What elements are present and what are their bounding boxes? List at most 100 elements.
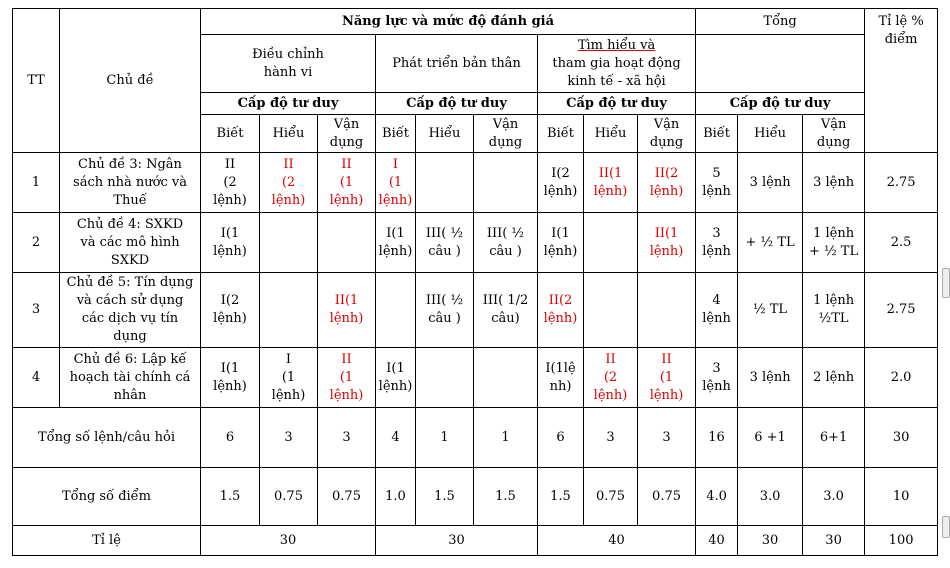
- cell-c4-line: I: [392, 156, 399, 172]
- cell-t2: 3 lệnh: [737, 347, 804, 408]
- level-hieu: Hiểu: [583, 114, 638, 153]
- row-tt: 2: [12, 212, 60, 273]
- cell-c6: [473, 152, 538, 213]
- cell-c6: III( ½ câu ): [473, 212, 538, 273]
- level-van-dung-line: Vận: [333, 116, 360, 132]
- cell-t2: 3 lệnh: [737, 152, 804, 213]
- cell-c2-line: I: [285, 351, 292, 367]
- row-topic-line: SXKD: [110, 252, 150, 268]
- header-tim-hieu-line1: Tìm hiểu và: [577, 37, 656, 53]
- cell-t2-line: ½ TL: [753, 302, 788, 317]
- cell-c1-line: lệnh): [213, 378, 247, 394]
- cell-c4-line: I(1: [386, 225, 405, 241]
- cell-c7-line: I(2: [551, 165, 570, 181]
- cell-c7: I(1 lệnh): [537, 212, 584, 273]
- summary-value: 100: [864, 525, 939, 556]
- summary-value: 0.75: [583, 467, 638, 526]
- scroll-thumb-bottom[interactable]: [942, 516, 950, 538]
- cell-c3-line: II: [341, 351, 352, 367]
- cell-t3: 1 lệnh ½TL: [802, 272, 866, 348]
- header-dieu-chinh-line2: hành vi: [263, 64, 313, 80]
- summary-value: 6: [200, 407, 260, 468]
- cell-t1-line: 3: [712, 360, 721, 376]
- cell-c1-line: (2: [223, 174, 237, 190]
- header-dieu-chinh: Điều chỉnh hành vi: [200, 34, 376, 93]
- summary-value: 10: [864, 467, 939, 526]
- summary-row-tong_so_lenh: Tổng số lệnh/câu hỏi 6 3 3 4 1 1 6 3 3 16 6 +1 6+1 30: [12, 407, 939, 468]
- row-tt: 1: [12, 152, 60, 213]
- row-topic: Chủ đề 3: Ngân sách nhà nước và Thuế: [59, 152, 201, 213]
- summary-value: 6: [537, 407, 584, 468]
- cell-c3-line: II(1: [334, 293, 359, 308]
- level-van-dung-line: Vận: [653, 116, 680, 132]
- cell-c7-line: I(1lệ: [545, 360, 576, 376]
- level-van-dung: Vận dụng: [802, 114, 866, 153]
- cell-c2-line: lệnh): [271, 192, 306, 208]
- cell-t3-line: 1 lệnh: [813, 293, 855, 308]
- cell-c5: [415, 152, 474, 213]
- cell-c3-line: lệnh): [329, 311, 364, 326]
- summary-row-tong_so_diem: Tổng số điểm 1.5 0.75 0.75 1.0 1.5 1.5 1.5 0.75 0…: [12, 467, 939, 526]
- cell-c9-line: II(1: [654, 225, 679, 241]
- row-pct: 2.75: [864, 152, 939, 213]
- row-topic-line: các dịch vụ tín: [81, 311, 179, 326]
- level-van-dung-line: Vận: [820, 116, 847, 132]
- cell-t1: 3 lệnh: [695, 347, 739, 408]
- summary-value: 30: [200, 525, 376, 556]
- cell-c8-line: II: [605, 351, 616, 367]
- cell-c9-line: lệnh): [649, 387, 684, 403]
- summary-value: 0.75: [317, 467, 376, 526]
- summary-value: 1.5: [537, 467, 584, 526]
- cell-c4-line: lệnh): [378, 192, 413, 208]
- cell-c9-line: (1: [659, 369, 674, 385]
- level-biet: Biết: [375, 114, 416, 153]
- cell-c2-line: (2: [281, 174, 296, 190]
- cell-c8: [583, 212, 638, 273]
- row-topic-line: Chủ đề 5: Tín dụng: [66, 275, 194, 290]
- cell-c2-line: (1: [281, 369, 296, 385]
- row-topic-line: và cách sử dụng: [76, 293, 184, 308]
- row-pct: 2.5: [864, 212, 939, 273]
- summary-label: Tổng số lệnh/câu hỏi: [12, 407, 201, 468]
- cell-c5-line: câu ): [428, 311, 461, 326]
- summary-value: 30: [375, 525, 538, 556]
- summary-label: Tỉ lệ: [12, 525, 201, 556]
- cell-c9-line: II: [661, 351, 672, 367]
- cell-t3: 1 lệnh + ½ TL: [802, 212, 866, 273]
- cell-c7-line: nh): [549, 378, 572, 394]
- summary-value: 1.5: [473, 467, 538, 526]
- cell-c5-line: III( ½: [425, 293, 464, 308]
- level-van-dung: Vận dụng: [636, 114, 697, 153]
- level-van-dung-line: Vận: [492, 116, 519, 132]
- header-tong-blank: [695, 34, 866, 93]
- cell-c3-line: (1: [339, 369, 354, 385]
- header-tim-hieu: Tìm hiểu và tham gia hoạt động kinh tế -…: [536, 34, 697, 93]
- cell-c1: I(1 lệnh): [200, 347, 260, 408]
- cell-t3-line: 2 lệnh: [813, 369, 855, 385]
- row-pct: 2.0: [864, 347, 939, 408]
- level-biet: Biết: [200, 114, 260, 153]
- cell-c8: II(1 lệnh): [583, 152, 638, 213]
- row-tt: 4: [12, 347, 60, 408]
- cell-c7-line: lệnh): [543, 243, 578, 259]
- summary-value: 3: [259, 407, 318, 468]
- level-van-dung-line: dụng: [816, 134, 851, 150]
- level-van-dung: Vận dụng: [473, 114, 538, 153]
- header-dieu-chinh-line1: Điều chỉnh: [252, 46, 324, 62]
- summary-value: 3: [583, 407, 638, 468]
- table-row: 2 Chủ đề 4: SXKD và các mô hình SXKD I(1 lệnh…: [12, 212, 939, 273]
- cell-c3-line: (1: [339, 174, 354, 190]
- cell-c2: [259, 212, 318, 273]
- level-biet: Biết: [695, 114, 739, 153]
- cell-c3-line: II: [341, 156, 352, 172]
- row-tt: 3: [12, 272, 60, 348]
- summary-value: 1.5: [200, 467, 260, 526]
- cell-c6-line: câu): [491, 311, 520, 326]
- cell-t1-line: 4: [712, 293, 721, 308]
- cell-c1: I(1 lệnh): [200, 212, 260, 273]
- cell-c2: I (1 lệnh): [259, 347, 318, 408]
- summary-label: Tổng số điểm: [12, 467, 201, 526]
- cell-c1: I(2 lệnh): [200, 272, 260, 348]
- cell-t1-line: 5: [712, 165, 721, 181]
- scroll-thumb[interactable]: [942, 268, 950, 298]
